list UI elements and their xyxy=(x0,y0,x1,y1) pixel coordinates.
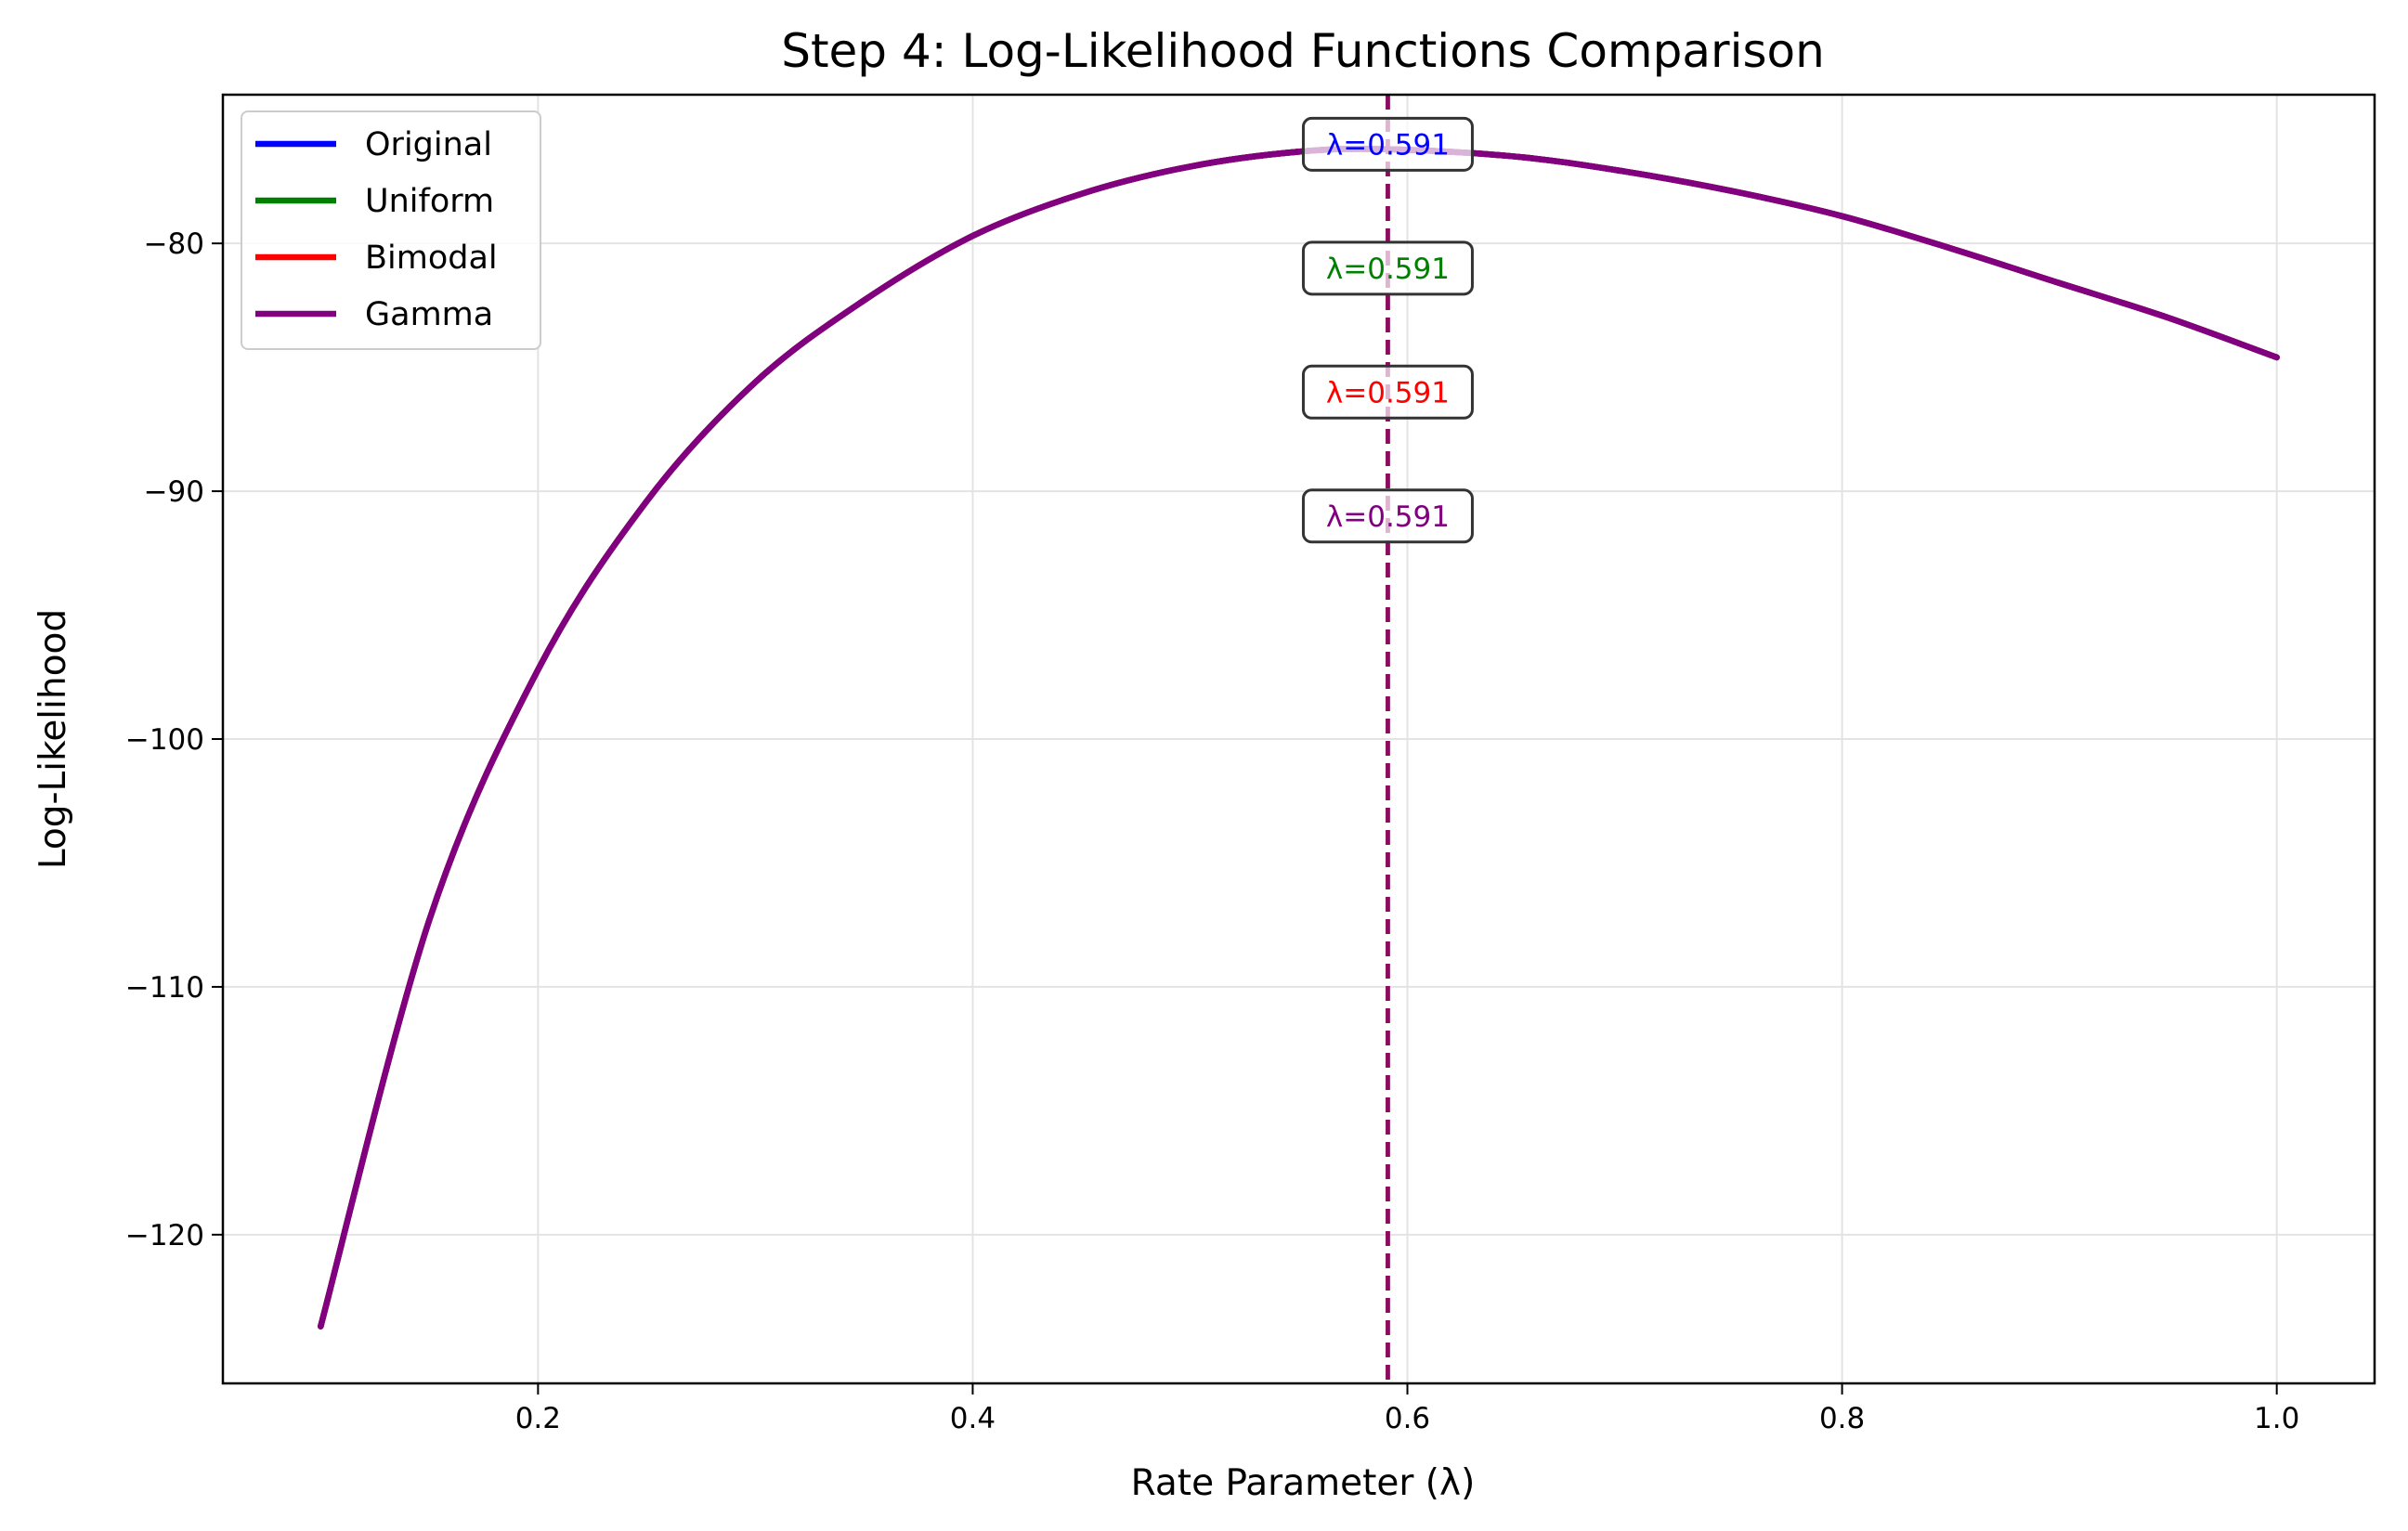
annotation-text: λ=0.591 xyxy=(1326,128,1450,162)
series-line xyxy=(318,146,2280,1330)
x-tick-label: 0.4 xyxy=(950,1402,996,1435)
y-axis-title: Log-Likelihood xyxy=(33,609,74,869)
x-axis-title: Rate Parameter (λ) xyxy=(1131,1462,1476,1504)
series-line xyxy=(318,146,2280,1330)
annotation-layer: λ=0.591 λ=0.591 λ=0.591 λ=0.591 xyxy=(1301,116,1474,544)
tick-layer: 0.2 0.4 0.6 0.8 1.0 −80 −90 −100 −110 −120 xyxy=(125,227,2299,1435)
y-tick-label: −90 xyxy=(144,475,204,509)
legend-item: Gamma xyxy=(255,296,493,333)
legend-box xyxy=(241,110,541,350)
legend-item: Bimodal xyxy=(255,240,498,277)
x-tick-label: 0.8 xyxy=(1819,1402,1865,1435)
annotation-label: λ=0.591 xyxy=(1301,116,1474,172)
legend: Original Uniform Bimodal Gamma xyxy=(241,110,541,350)
series-line xyxy=(318,146,2280,1330)
legend-item: Uniform xyxy=(255,183,494,220)
x-tick-label: 0.6 xyxy=(1385,1402,1430,1435)
legend-label: Bimodal xyxy=(365,240,498,277)
annotation-box xyxy=(1301,488,1474,544)
y-tick-label: −100 xyxy=(125,723,204,757)
y-tick-label: −80 xyxy=(144,227,204,261)
series-line xyxy=(318,146,2280,1330)
chart-title: Step 4: Log-Likelihood Functions Compari… xyxy=(781,24,1825,78)
x-tick-label: 1.0 xyxy=(2254,1402,2299,1435)
annotation-label: λ=0.591 xyxy=(1301,488,1474,544)
x-tick-label: 0.2 xyxy=(515,1402,561,1435)
legend-label: Original xyxy=(365,126,492,163)
legend-label: Uniform xyxy=(365,183,494,220)
annotation-label: λ=0.591 xyxy=(1301,364,1474,420)
annotation-box xyxy=(1301,240,1474,296)
annotation-label: λ=0.591 xyxy=(1301,240,1474,296)
annotation-text: λ=0.591 xyxy=(1326,376,1450,409)
legend-item: Original xyxy=(255,126,492,163)
annotation-box xyxy=(1301,116,1474,172)
annotation-box xyxy=(1301,364,1474,420)
y-tick-label: −120 xyxy=(125,1219,204,1252)
grid-layer xyxy=(223,95,2375,1383)
y-tick-label: −110 xyxy=(125,971,204,1005)
annotation-text: λ=0.591 xyxy=(1326,253,1450,286)
legend-label: Gamma xyxy=(365,296,493,333)
series-layer xyxy=(318,146,2280,1330)
annotation-text: λ=0.591 xyxy=(1326,500,1450,534)
